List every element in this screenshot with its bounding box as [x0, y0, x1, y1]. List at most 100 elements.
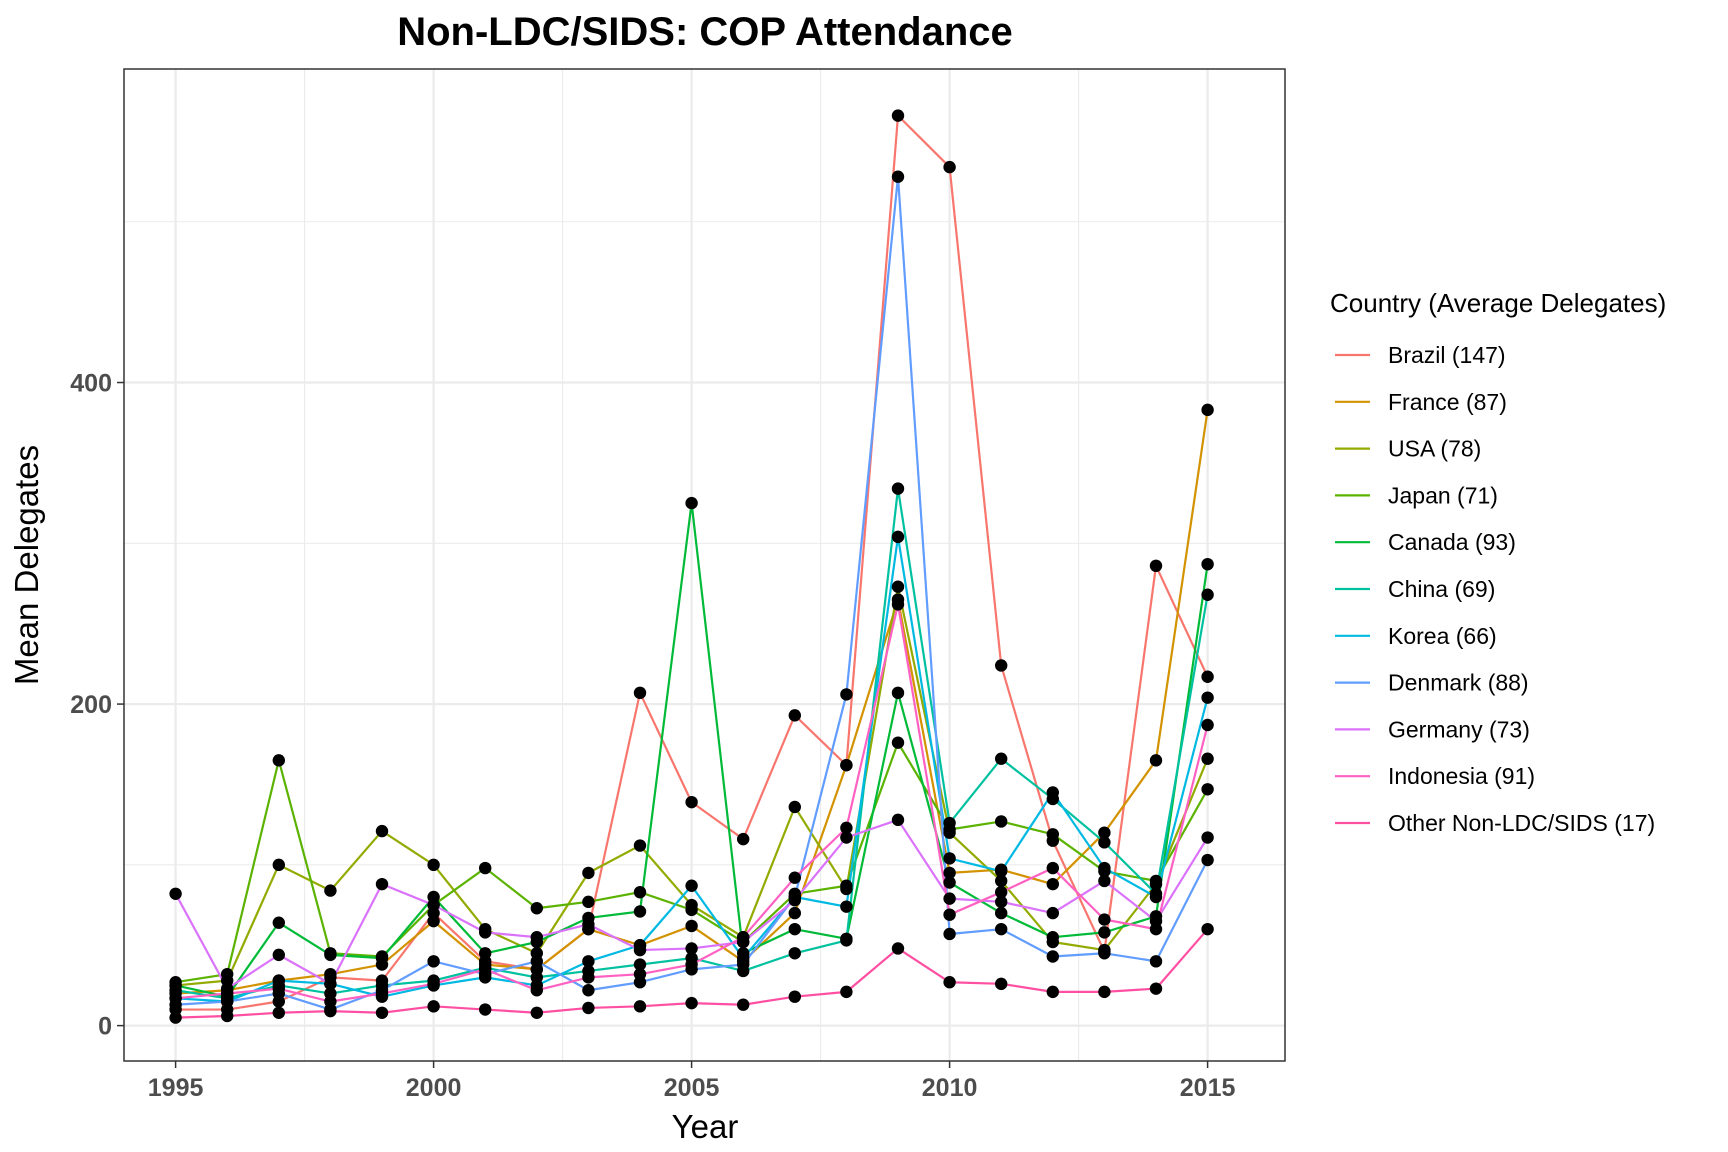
- data-point: [1149, 874, 1163, 888]
- data-point: [375, 824, 389, 838]
- data-point: [840, 900, 853, 913]
- data-point: [1098, 985, 1111, 999]
- data-point: [891, 482, 905, 495]
- data-point: [1201, 853, 1214, 867]
- data-point: [995, 874, 1008, 888]
- data-point: [427, 914, 440, 928]
- data-point: [582, 918, 595, 931]
- legend-label: Korea (66): [1388, 623, 1497, 649]
- data-point: [324, 1004, 337, 1018]
- data-point: [1149, 982, 1163, 995]
- x-tick-label: 1995: [148, 1074, 204, 1102]
- data-point: [685, 496, 698, 510]
- data-point: [943, 816, 956, 830]
- data-point: [1098, 926, 1111, 939]
- data-point: [1046, 931, 1060, 944]
- data-point: [324, 995, 337, 1008]
- data-point: [685, 903, 698, 917]
- data-point: [995, 752, 1008, 765]
- data-point: [685, 879, 698, 892]
- data-point: [427, 977, 440, 991]
- data-point: [582, 971, 595, 984]
- data-point: [479, 963, 492, 976]
- legend-label: Indonesia (91): [1388, 763, 1535, 789]
- data-point: [737, 998, 750, 1011]
- data-point: [1201, 691, 1214, 704]
- data-point: [633, 885, 647, 899]
- data-point: [1149, 955, 1163, 968]
- data-point: [169, 887, 182, 900]
- data-point: [272, 916, 285, 929]
- data-point: [1149, 559, 1163, 573]
- legend-title: Country (Average Delegates): [1330, 288, 1666, 318]
- data-point: [633, 839, 647, 852]
- data-point: [633, 967, 647, 981]
- data-point: [375, 987, 389, 1000]
- data-point: [1046, 906, 1060, 920]
- data-point: [324, 977, 337, 991]
- data-point: [788, 947, 801, 960]
- data-point: [324, 948, 337, 962]
- data-point: [633, 905, 647, 918]
- legend-label: USA (78): [1388, 436, 1481, 462]
- data-point: [324, 884, 337, 897]
- data-point: [840, 831, 853, 844]
- data-point: [891, 813, 905, 827]
- data-point: [840, 879, 853, 892]
- data-point: [221, 1009, 234, 1023]
- data-point: [427, 1000, 440, 1013]
- data-point: [1098, 947, 1111, 960]
- data-point: [272, 982, 285, 995]
- data-point: [1046, 828, 1060, 841]
- y-tick-label: 200: [70, 691, 112, 719]
- data-point: [272, 858, 285, 872]
- data-point: [943, 876, 956, 889]
- data-point: [995, 815, 1008, 828]
- data-point: [840, 985, 853, 999]
- data-point: [891, 598, 905, 611]
- axis-ticks: 1995 2000 2005 2010 2015 0 200 400: [70, 370, 1235, 1102]
- data-point: [943, 892, 956, 905]
- data-point: [788, 871, 801, 884]
- data-point: [891, 686, 905, 700]
- data-point: [891, 736, 905, 749]
- data-point: [530, 931, 543, 944]
- data-point: [375, 877, 389, 891]
- data-point: [1201, 670, 1214, 683]
- data-point: [1201, 718, 1214, 732]
- data-point: [943, 908, 956, 921]
- data-point: [479, 1003, 492, 1016]
- data-point: [427, 858, 440, 872]
- legend-label: France (87): [1388, 389, 1507, 415]
- data-point: [891, 170, 905, 183]
- data-point: [995, 922, 1008, 936]
- data-point: [943, 866, 956, 880]
- data-point: [427, 898, 440, 912]
- data-point: [788, 990, 801, 1003]
- data-point: [995, 865, 1008, 878]
- data-point: [737, 832, 750, 846]
- data-point: [1201, 588, 1214, 601]
- data-point: [685, 958, 698, 971]
- data-point: [1098, 874, 1111, 888]
- data-point: [995, 895, 1008, 909]
- data-point: [272, 1006, 285, 1019]
- data-point: [221, 987, 234, 1000]
- x-tick-label: 2015: [1180, 1074, 1236, 1102]
- data-point: [840, 934, 853, 947]
- x-tick-label: 2010: [922, 1074, 978, 1102]
- data-point: [840, 821, 853, 835]
- data-point: [530, 902, 543, 915]
- data-point: [891, 530, 905, 544]
- data-point: [995, 977, 1008, 991]
- data-point: [943, 927, 956, 941]
- data-point: [1149, 922, 1163, 936]
- x-tick-label: 2005: [664, 1074, 720, 1102]
- data-point: [840, 688, 853, 701]
- data-point: [1046, 861, 1060, 875]
- legend-label: Denmark (88): [1388, 670, 1529, 696]
- data-point: [479, 926, 492, 939]
- data-point: [737, 931, 750, 944]
- x-axis-title: Year: [672, 1108, 739, 1145]
- data-point: [1149, 890, 1163, 904]
